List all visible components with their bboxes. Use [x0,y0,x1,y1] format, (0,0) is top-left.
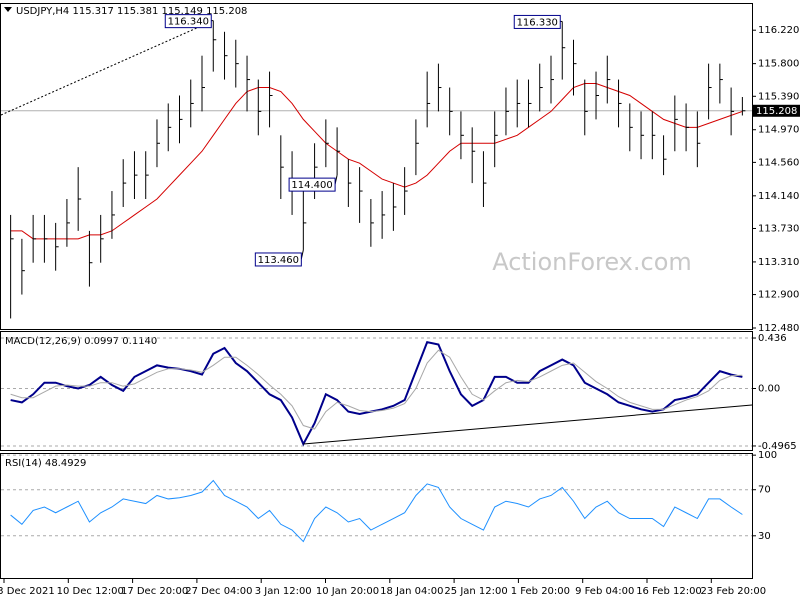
rsi-panel [0,453,753,579]
y-tick-label: -0.4965 [758,441,797,452]
watermark: ActionForex.com [492,248,692,276]
price-panel [0,3,753,330]
y-tick-label: 113.310 [758,257,799,268]
y-tick-label: 115.800 [758,59,799,70]
y-tick-label: 114.140 [758,191,799,202]
y-tick-label: 114.970 [758,125,799,136]
annotation-box [254,252,302,267]
y-tick-label: 114.560 [758,157,799,168]
y-tick-label: 100 [758,450,777,461]
trend-line [0,20,214,116]
x-tick-label: 3 Dec 2021 [0,586,55,597]
y-tick-label: 30 [758,531,771,542]
y-tick-label: 0.00 [758,383,780,394]
x-tick-label: 17 Dec 20:00 [121,586,188,597]
y-tick-label: 70 [758,485,771,496]
annotation-box [164,14,212,29]
current-price-box [752,104,800,117]
rsi-title: RSI(14) 48.4929 [5,458,86,469]
y-tick-label: 113.730 [758,223,799,234]
annotation-box [288,177,336,192]
x-tick-label: 9 Feb 04:00 [575,586,634,597]
annotation-box [513,14,561,29]
x-tick-label: 16 Feb 12:00 [636,586,702,597]
trend-line [303,404,753,445]
indicator-line [10,349,743,430]
x-tick-label: 25 Jan 12:00 [444,586,507,597]
x-tick-label: 10 Dec 12:00 [57,586,124,597]
macd-panel [0,331,753,451]
moving-average [10,83,743,240]
indicator-line [10,341,743,447]
annotation: 113.460 [258,255,299,266]
x-tick-label: 27 Dec 04:00 [185,586,252,597]
y-tick-label: 116.220 [758,25,799,36]
annotation: 116.330 [517,17,558,28]
macd-title: MACD(12,26,9) 0.0997 0.1140 [5,336,157,347]
x-tick-label: 23 Feb 20:00 [700,586,766,597]
y-tick-label: 112.900 [758,290,799,301]
indicator-line [10,479,743,543]
menu-triangle [4,7,12,12]
annotation: 116.340 [168,17,209,28]
price-title: USDJPY,H4 115.317 115.381 115.149 115.20… [16,6,247,17]
current-price-label: 115.208 [756,106,797,117]
x-tick-label: 3 Jan 12:00 [255,586,312,597]
y-tick-label: 0.436 [758,333,787,344]
annotation: 114.400 [291,180,332,191]
x-tick-label: 10 Jan 20:00 [316,586,379,597]
y-tick-label: 112.480 [758,323,799,334]
y-tick-label: 115.390 [758,91,799,102]
x-tick-label: 1 Feb 20:00 [511,586,570,597]
x-tick-label: 18 Jan 04:00 [380,586,443,597]
